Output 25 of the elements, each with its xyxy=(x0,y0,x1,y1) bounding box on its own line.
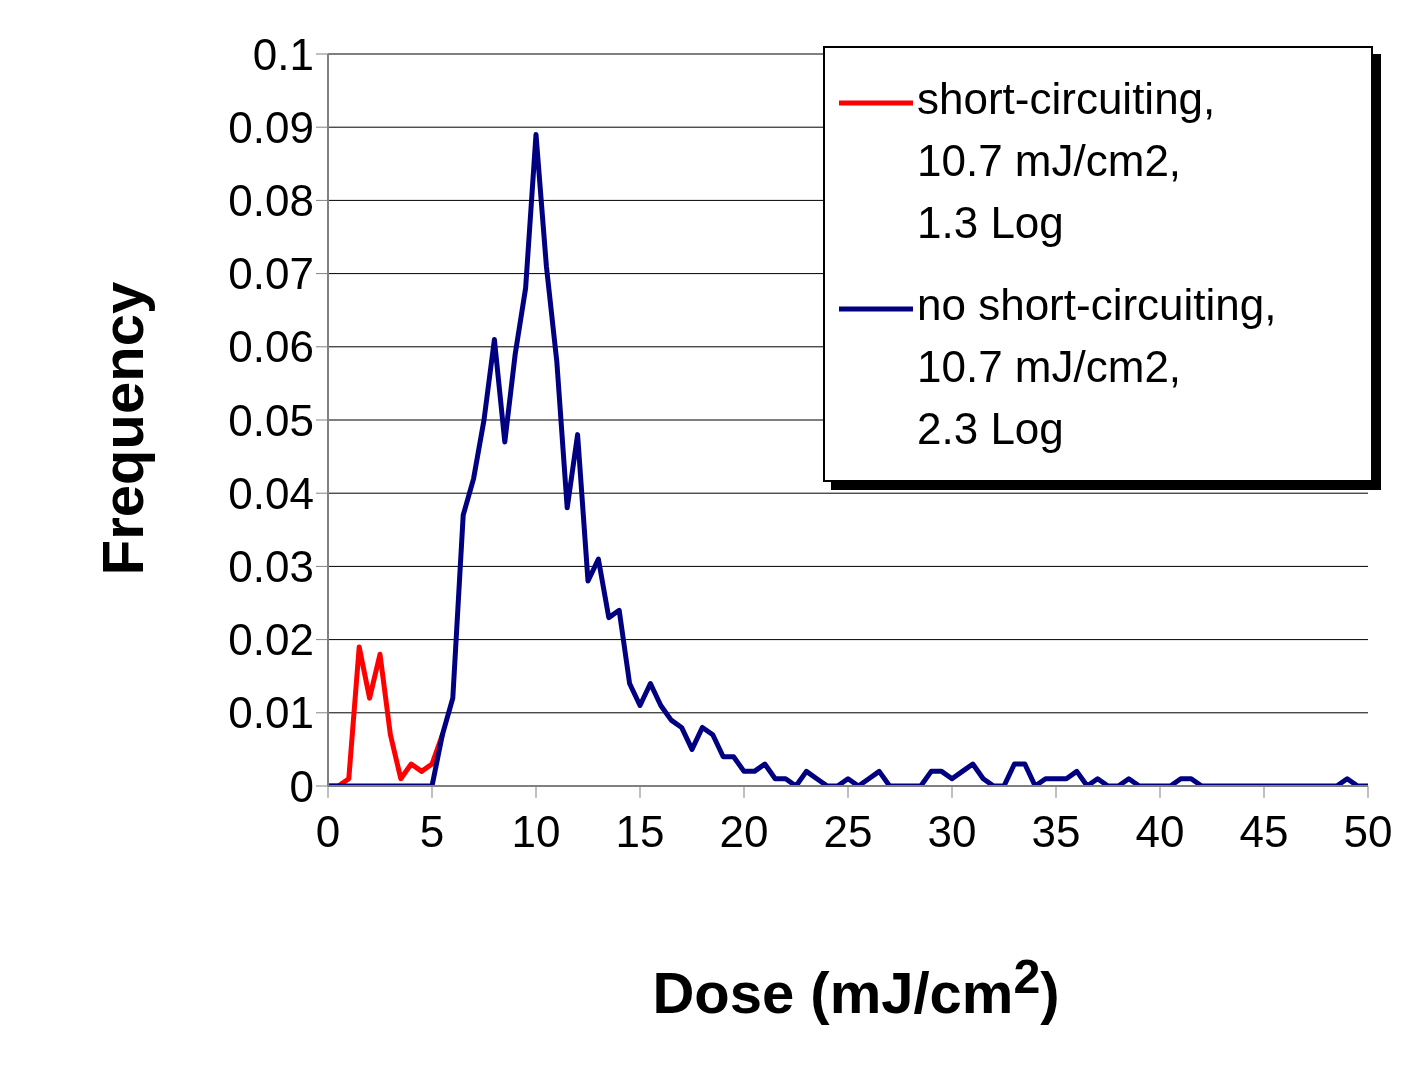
y-tick-label: 0.06 xyxy=(228,322,314,372)
y-tick-label: 0.03 xyxy=(228,542,314,592)
x-tick-label: 20 xyxy=(719,807,769,857)
x-tick-label: 45 xyxy=(1239,807,1289,857)
x-tick-label: 15 xyxy=(615,807,665,857)
y-axis-title: Frequency xyxy=(89,281,157,575)
y-tick-label: 0.02 xyxy=(228,615,314,665)
x-tick-label: 5 xyxy=(419,807,445,857)
y-tick-label: 0.08 xyxy=(228,176,314,226)
y-tick-label: 0.1 xyxy=(252,29,314,79)
x-axis-title: Dose (mJ/cm$^{2}$) xyxy=(651,948,1061,1027)
x-tick-label: 10 xyxy=(511,807,561,857)
y-tick-label: 0.07 xyxy=(228,249,314,299)
y-tick-label: 0.04 xyxy=(228,468,314,518)
legend-label: no short-circuiting, 10.7 mJ/cm2, 2.3 Log xyxy=(917,279,1277,455)
x-tick-label: 35 xyxy=(1031,807,1081,857)
x-tick-label: 30 xyxy=(927,807,977,857)
x-tick-label: 25 xyxy=(823,807,873,857)
y-tick-label: 0 xyxy=(289,761,314,811)
x-tick-label: 50 xyxy=(1343,807,1393,857)
y-tick-label: 0.01 xyxy=(228,688,314,738)
y-tick-label: 0.09 xyxy=(228,102,314,152)
x-tick-label: 40 xyxy=(1135,807,1185,857)
y-tick-label: 0.05 xyxy=(228,395,314,445)
legend-label: short-circuiting, 10.7 mJ/cm2, 1.3 Log xyxy=(917,73,1216,249)
